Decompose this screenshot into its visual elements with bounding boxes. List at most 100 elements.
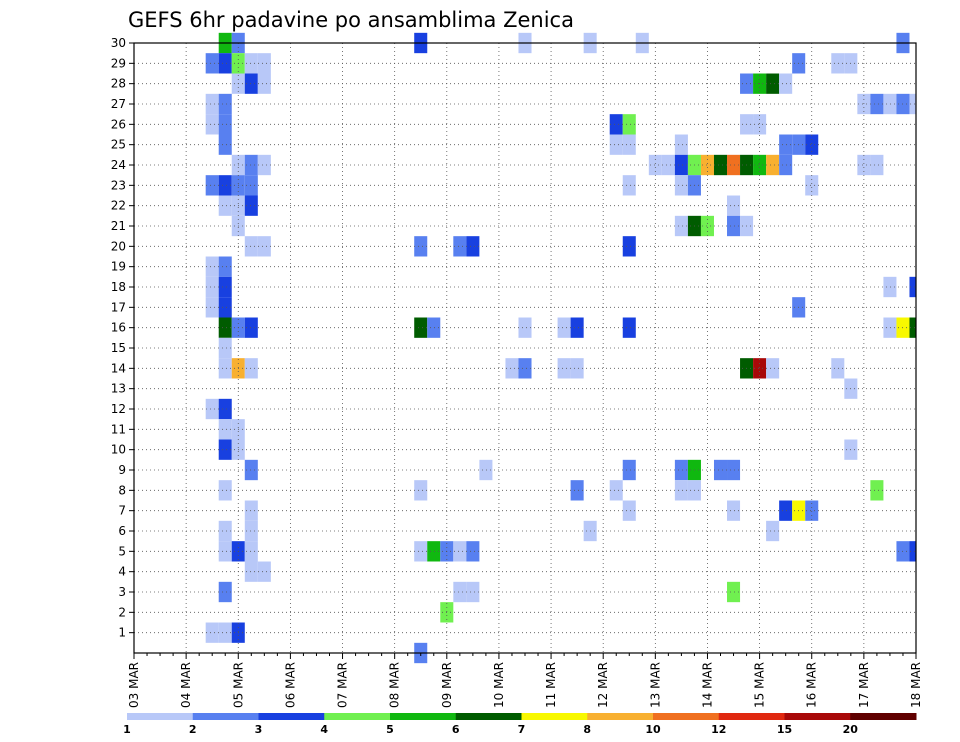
- precip-cell: [727, 215, 741, 237]
- precip-cell: [244, 520, 258, 542]
- precip-cell: [766, 358, 780, 379]
- grid-layer: [134, 42, 916, 653]
- precip-cell: [414, 236, 428, 257]
- precip-cell: [218, 297, 232, 318]
- precip-cell: [257, 53, 271, 74]
- y-tick-label: 24: [111, 158, 126, 172]
- precip-cell: [244, 154, 258, 176]
- precip-cell: [909, 93, 916, 115]
- precip-cell: [909, 276, 916, 298]
- x-tick-label: 11 MAR: [544, 662, 558, 708]
- y-tick-label: 9: [118, 463, 126, 477]
- precip-cell: [205, 256, 219, 277]
- y-tick-label: 11: [111, 422, 126, 436]
- y-tick-label: 26: [111, 117, 126, 131]
- precip-cell: [779, 134, 793, 155]
- x-tick-label: 14 MAR: [700, 662, 714, 708]
- y-tick-label: 16: [111, 321, 126, 335]
- precip-cell: [622, 134, 636, 155]
- y-tick-label: 3: [118, 585, 126, 599]
- precip-cell: [427, 317, 441, 338]
- colorbar-label: 5: [386, 723, 394, 736]
- precip-cell: [218, 175, 232, 196]
- precip-cell: [205, 93, 219, 115]
- colorbar-swatch: [653, 713, 720, 720]
- precip-cell: [870, 154, 884, 176]
- precip-cell: [518, 358, 532, 379]
- precip-cell: [218, 398, 232, 420]
- precip-cell: [218, 114, 232, 135]
- precip-cell: [622, 459, 636, 481]
- precip-cell: [870, 93, 884, 115]
- y-tick-label: 7: [118, 504, 126, 518]
- y-tick-label: 15: [111, 341, 126, 355]
- y-tick-label: 1: [118, 626, 126, 640]
- colorbar-label: 4: [320, 723, 328, 736]
- precip-cell: [244, 175, 258, 196]
- precip-cell: [648, 154, 662, 176]
- precip-cell: [505, 358, 519, 379]
- y-tick-label: 4: [118, 565, 126, 579]
- precip-cell: [518, 317, 532, 338]
- precip-cell: [244, 541, 258, 562]
- precip-cell: [205, 622, 219, 643]
- precip-cell: [766, 73, 780, 94]
- colorbar-swatch: [587, 713, 654, 720]
- precip-cell: [427, 541, 441, 562]
- precip-cell: [205, 276, 219, 298]
- x-tick-label: 17 MAR: [857, 662, 871, 708]
- precip-cell: [805, 500, 819, 521]
- precip-cell: [218, 337, 232, 359]
- precip-cell: [466, 541, 480, 562]
- precip-cell: [218, 622, 232, 643]
- precip-cell: [205, 398, 219, 420]
- colorbar-label: 15: [777, 723, 792, 736]
- precip-cell: [805, 175, 819, 196]
- precip-cell: [766, 154, 780, 176]
- y-tick-label: 13: [111, 382, 126, 396]
- precip-cell: [727, 195, 741, 216]
- precip-cell: [414, 480, 428, 501]
- precip-cell: [466, 236, 480, 257]
- colorbar-label: 6: [452, 723, 460, 736]
- precip-cell: [244, 236, 258, 257]
- precip-cell: [218, 520, 232, 542]
- precip-cell: [466, 581, 480, 603]
- precip-cell: [622, 317, 636, 338]
- precip-cell: [218, 480, 232, 501]
- colorbar-layer: 1 2 3 4 5 6 7 8 10 12 15 20: [123, 713, 917, 736]
- precip-cell: [244, 500, 258, 521]
- precip-cell: [257, 154, 271, 176]
- precip-cell: [414, 541, 428, 562]
- x-ticks-layer: 03 MAR 04 MAR 05 MAR 06 MAR 07 MAR 08 MAR 09 M…: [127, 653, 923, 708]
- y-tick-label: 18: [111, 280, 126, 294]
- colorbar-swatch: [258, 713, 325, 720]
- y-tick-label: 5: [118, 544, 126, 558]
- precip-cell: [205, 53, 219, 74]
- y-tick-label: 21: [111, 219, 126, 233]
- precip-cell: [218, 358, 232, 379]
- precip-cell: [727, 459, 741, 481]
- precip-cell: [205, 114, 219, 135]
- precip-cell: [805, 134, 819, 155]
- y-tick-label: 19: [111, 260, 126, 274]
- precip-cell: [674, 215, 688, 237]
- x-tick-label: 12 MAR: [596, 662, 610, 708]
- colorbar-swatch: [127, 713, 194, 720]
- precip-cell: [218, 276, 232, 298]
- precip-cell: [570, 358, 584, 379]
- precip-cell: [700, 215, 714, 237]
- precip-cell: [857, 154, 871, 176]
- colorbar-swatch: [784, 713, 851, 720]
- colorbar-label: 2: [189, 723, 197, 736]
- precip-cell: [557, 317, 571, 338]
- colorbar-swatch: [324, 713, 391, 720]
- colorbar-swatch: [521, 713, 588, 720]
- precip-cell: [727, 154, 741, 176]
- colorbar-swatch: [850, 713, 917, 720]
- y-tick-label: 30: [111, 36, 126, 50]
- precip-cell: [753, 114, 767, 135]
- colorbar-swatch: [455, 713, 522, 720]
- precip-cell: [753, 154, 767, 176]
